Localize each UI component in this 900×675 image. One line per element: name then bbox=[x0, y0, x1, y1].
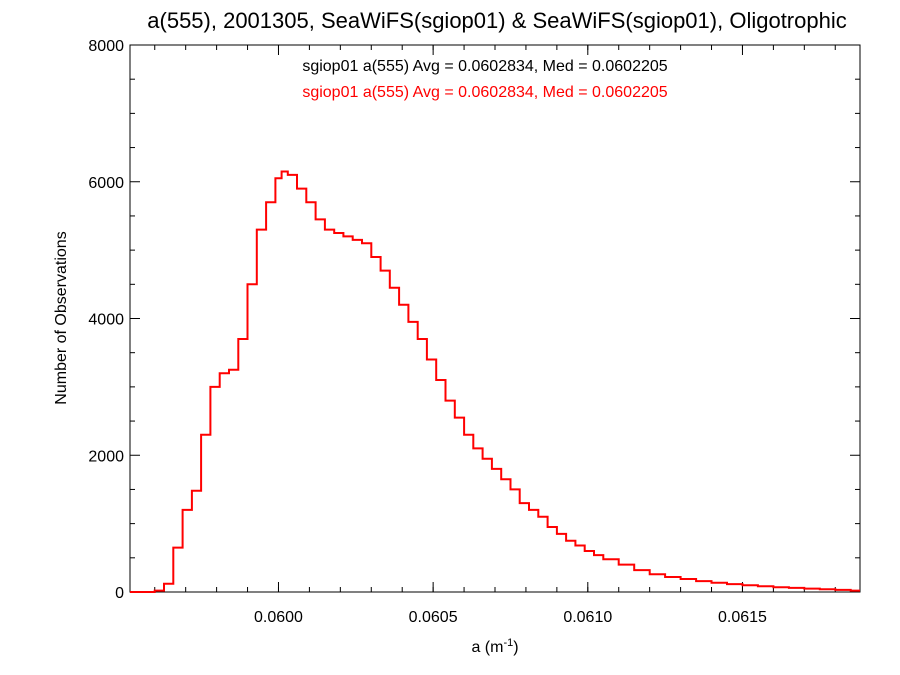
x-tick-label: 0.0610 bbox=[563, 609, 612, 626]
x-tick-label: 0.0605 bbox=[409, 609, 458, 626]
y-tick-label: 6000 bbox=[88, 175, 124, 192]
y-tick-label: 2000 bbox=[88, 448, 124, 465]
x-axis-ticks: 0.0600 0.0605 0.0610 0.0615 bbox=[154, 45, 836, 626]
x-axis-label-superscript: -1 bbox=[503, 637, 513, 649]
y-tick-label: 8000 bbox=[88, 38, 124, 55]
annotation-black: sgiop01 a(555) Avg = 0.0602834, Med = 0.… bbox=[302, 58, 667, 75]
y-tick-label: 0 bbox=[115, 585, 124, 602]
x-axis-label-close: ) bbox=[513, 639, 518, 656]
y-axis-label: Number of Observations bbox=[53, 231, 70, 404]
x-axis-label: a (m-1) bbox=[471, 637, 518, 656]
y-axis-ticks: 0 2000 4000 6000 8000 bbox=[88, 38, 860, 602]
x-axis-label-main: a (m bbox=[471, 639, 503, 656]
annotation-red: sgiop01 a(555) Avg = 0.0602834, Med = 0.… bbox=[302, 84, 667, 101]
x-tick-label: 0.0615 bbox=[718, 609, 767, 626]
plot-frame bbox=[129, 44, 861, 593]
histogram-series-line bbox=[130, 170, 860, 593]
chart-title: a(555), 2001305, SeaWiFS(sgiop01) & SeaW… bbox=[147, 8, 846, 33]
y-tick-label: 4000 bbox=[88, 312, 124, 329]
x-tick-label: 0.0600 bbox=[254, 609, 303, 626]
